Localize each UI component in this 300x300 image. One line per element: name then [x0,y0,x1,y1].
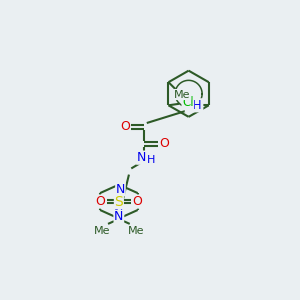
Text: Cl: Cl [182,96,194,109]
Text: O: O [159,137,169,150]
Text: N: N [116,183,125,196]
Text: Me: Me [174,89,191,100]
Text: Me: Me [94,226,110,236]
Text: NH: NH [185,99,203,112]
Text: N: N [114,207,124,220]
Text: Me: Me [128,226,144,236]
Text: H: H [146,155,155,165]
Text: N: N [137,151,146,164]
Text: O: O [120,120,130,134]
Text: O: O [95,195,105,208]
Text: N: N [114,211,124,224]
Text: O: O [133,195,142,208]
Text: S: S [115,195,123,208]
